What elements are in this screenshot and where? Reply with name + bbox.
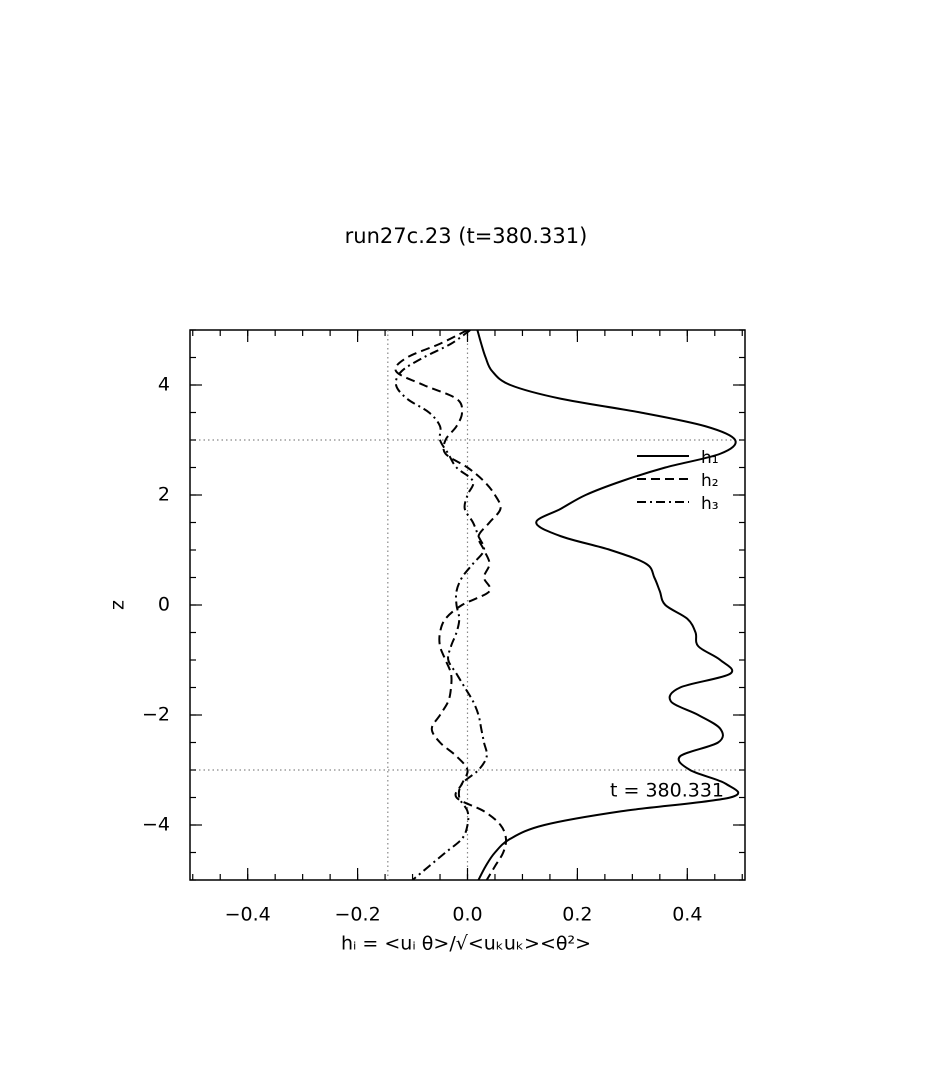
series-line [476,330,740,880]
y-tick-label: −2 [142,704,170,726]
legend-label: h₂ [701,471,719,491]
series-line [394,330,508,880]
x-tick-label: −0.2 [335,904,381,926]
y-tick-label: 4 [158,374,170,396]
legend-label: h₃ [701,494,719,514]
y-axis-label: z [107,600,129,610]
y-tick-label: 0 [158,594,170,616]
x-tick-label: 0.4 [672,904,702,926]
series-line [394,330,488,880]
x-tick-label: −0.4 [225,904,271,926]
x-tick-label: 0.0 [452,904,482,926]
x-axis-label: hᵢ = <uᵢ θ>/√<uₖuₖ><θ²> [341,933,591,955]
x-tick-label: 0.2 [562,904,592,926]
y-tick-label: −4 [142,814,170,836]
chart-title: run27c.23 (t=380.331) [345,224,588,248]
y-tick-label: 2 [158,484,170,506]
legend-label: h₁ [701,448,719,468]
annotation: t = 380.331 [610,780,724,802]
